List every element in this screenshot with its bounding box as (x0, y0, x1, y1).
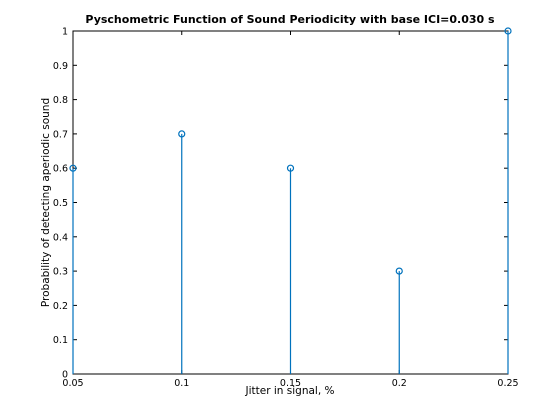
y-tick-label: 0.4 (53, 232, 68, 243)
x-axis-label: Jitter in signal, % (245, 385, 335, 397)
stem-marker (395, 267, 403, 275)
y-tick-label: 0.2 (53, 301, 68, 312)
stem-marker (178, 130, 186, 138)
y-tick-label: 1 (62, 27, 68, 38)
y-tick-label: 0.5 (53, 198, 68, 209)
y-axis-label: Probability of detecting aperiodic sound (40, 98, 52, 307)
y-tick-label: 0.7 (53, 129, 68, 140)
x-tick-label: 0.25 (497, 378, 518, 389)
x-tick-label: 0.2 (392, 378, 407, 389)
y-tick-label: 0.8 (53, 95, 68, 106)
x-tick-label: 0.15 (280, 378, 301, 389)
x-tick-label: 0.1 (174, 378, 189, 389)
x-tick-label: 0.05 (62, 378, 83, 389)
y-axis-ticks: 0 0.1 0.2 0.3 0.4 0.5 0.6 0.7 0.8 0.9 1 (53, 27, 508, 381)
y-tick-label: 0.3 (53, 267, 68, 278)
y-tick-label: 0.9 (53, 61, 68, 72)
stem-marker (286, 164, 295, 172)
stem-marker (69, 164, 77, 172)
stem-series (69, 27, 512, 374)
chart-title: Pyschometric Function of Sound Periodici… (85, 13, 495, 26)
y-tick-label: 0 (62, 370, 68, 381)
y-tick-label: 0.1 (53, 335, 68, 346)
stem-marker (504, 27, 512, 35)
y-tick-label: 0.6 (53, 164, 68, 175)
